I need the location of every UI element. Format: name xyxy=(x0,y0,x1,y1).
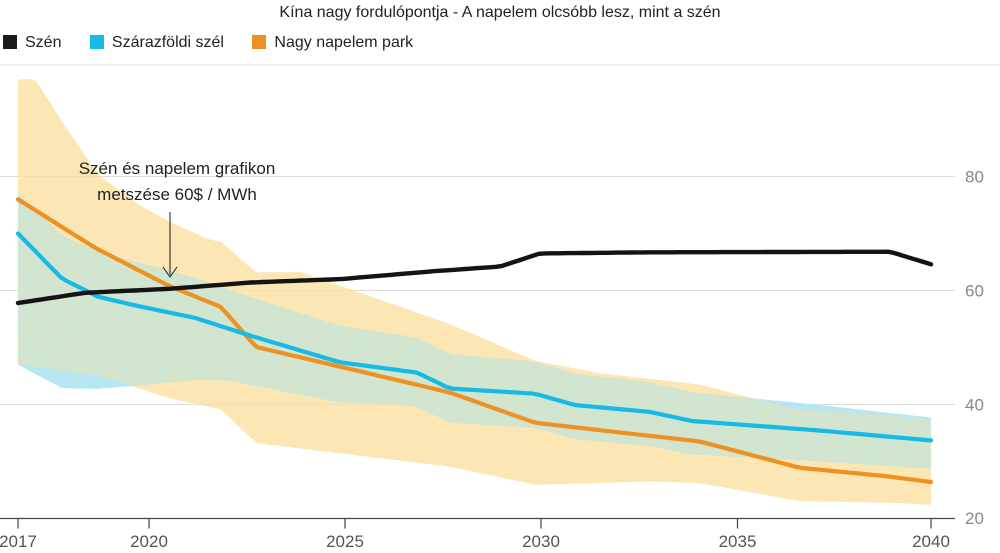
svg-text:metszése 60$ / MWh: metszése 60$ / MWh xyxy=(97,185,257,204)
svg-text:2020: 2020 xyxy=(130,532,168,551)
svg-text:2025: 2025 xyxy=(326,532,364,551)
svg-text:2040: 2040 xyxy=(912,532,950,551)
svg-text:20: 20 xyxy=(965,509,984,528)
svg-text:2030: 2030 xyxy=(522,532,560,551)
svg-text:2035: 2035 xyxy=(719,532,757,551)
svg-text:2017: 2017 xyxy=(0,532,37,551)
svg-text:80: 80 xyxy=(965,168,984,187)
svg-text:Szén és napelem grafikon: Szén és napelem grafikon xyxy=(79,159,276,178)
svg-text:60: 60 xyxy=(965,282,984,301)
svg-text:40: 40 xyxy=(965,396,984,415)
